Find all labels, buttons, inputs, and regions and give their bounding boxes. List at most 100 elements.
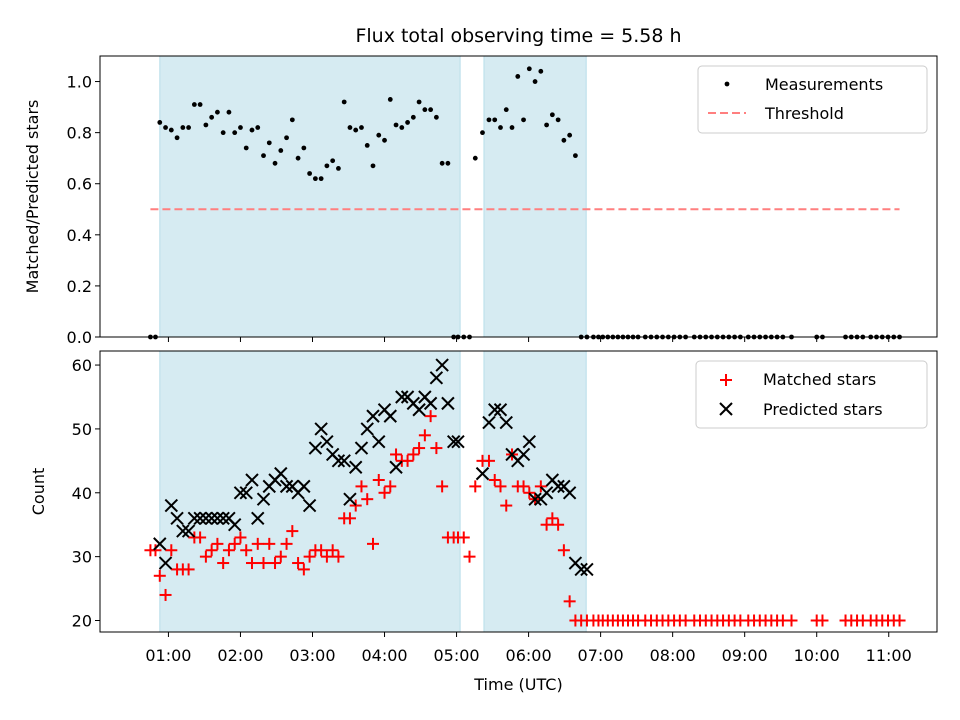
measurement-point (405, 120, 410, 125)
predicted-star-point (193, 511, 207, 526)
top-y-tick-label: 0.4 (67, 226, 92, 245)
bot-y-tick-label: 40 (72, 484, 92, 503)
bottom-panel: 20 30 40 50 60 01:00 02:00 03:00 04:00 05:00 06:0… (29, 350, 938, 694)
measurement-point (370, 163, 376, 169)
measurement-point (498, 125, 503, 130)
x-tick-label: 03:00 (289, 646, 335, 665)
predicted-star-point (308, 441, 323, 455)
top-y-tick-label: 0.6 (67, 175, 92, 194)
matched-star-point (292, 557, 305, 570)
matched-star-point (199, 550, 212, 563)
predicted-star-point (314, 422, 328, 436)
x-tick-label: 02:00 (217, 646, 263, 665)
predicted-star-point (233, 486, 248, 500)
predicted-star-point (539, 486, 554, 500)
measurement-point (492, 117, 498, 123)
matched-star-point (194, 531, 207, 544)
x-tick-label: 05:00 (433, 646, 479, 665)
measurement-point (220, 130, 226, 136)
measurement-point (364, 143, 370, 148)
top-legend: Measurements Threshold (697, 65, 928, 134)
measurement-point (324, 163, 330, 169)
matched-star-point (361, 493, 374, 506)
matched-star-point (269, 557, 282, 570)
matched-star-point (366, 537, 379, 550)
matched-star-point (211, 537, 224, 550)
matched-star-point (297, 563, 310, 576)
measurement-point (410, 114, 416, 120)
predicted-star-point (360, 422, 374, 436)
matched-star-point (401, 454, 414, 467)
top-panel: 0.0 0.2 0.4 0.6 0.8 1.0 Flux total observing … (23, 25, 938, 347)
matched-star-point (182, 563, 195, 576)
top-y-tick-label: 0.2 (67, 277, 92, 296)
measurement-point (549, 112, 555, 118)
measurement-point (312, 176, 318, 182)
predicted-star-point (522, 434, 537, 449)
matched-star-point (355, 480, 368, 493)
legend-predicted-marker (719, 402, 733, 416)
bottom-legend-box (695, 360, 928, 429)
predicted-star-point (383, 409, 397, 423)
top-legend-box (697, 65, 928, 134)
bot-y-tick-label: 20 (72, 612, 92, 631)
measurement-point (555, 117, 561, 123)
matched-star-point (816, 614, 829, 627)
measurement-point (486, 117, 492, 123)
matched-star-point (378, 486, 391, 499)
measurement-point (168, 127, 174, 133)
top-axes-frame (99, 55, 938, 338)
matched-star-point (234, 531, 247, 544)
bottom-predicted-points (153, 358, 594, 577)
predicted-star-point (395, 390, 409, 404)
predicted-star-point (482, 415, 496, 430)
matched-star-point (332, 550, 345, 563)
measurement-point (284, 135, 289, 141)
measurement-point (544, 122, 549, 128)
bottom-axes-frame (99, 350, 938, 633)
predicted-star-point (528, 492, 542, 506)
matched-star-point (407, 448, 420, 461)
predicted-star-point (297, 479, 311, 494)
predicted-star-point (551, 479, 565, 494)
predicted-star-point (349, 460, 363, 474)
bottom-legend: Matched stars Predicted stars (695, 360, 928, 429)
predicted-star-point (251, 511, 265, 526)
predicted-star-point (343, 492, 357, 506)
predicted-star-point (446, 434, 461, 449)
matched-star-point (240, 544, 253, 557)
measurement-point (353, 127, 359, 133)
matched-star-point (315, 544, 328, 557)
measurement-point (515, 74, 521, 79)
matched-star-point (384, 480, 397, 493)
x-tick-label: 10:00 (794, 646, 840, 665)
measurement-point (238, 125, 243, 130)
matched-star-point (205, 544, 218, 557)
matched-star-point (482, 454, 495, 467)
bottom-x-ticks: 01:00 02:00 03:00 04:00 05:00 06:00 07:00 08:00… (145, 632, 912, 665)
measurement-point (393, 122, 399, 128)
measurement-point (336, 166, 341, 171)
predicted-star-point (435, 358, 449, 372)
matched-star-point (372, 474, 385, 487)
predicted-star-point (199, 511, 213, 526)
measurement-point (203, 122, 209, 128)
bot-y-tick-label: 30 (72, 548, 92, 567)
predicted-star-point (423, 396, 438, 411)
matched-star-point (552, 518, 565, 531)
matched-star-point (785, 614, 798, 627)
matched-star-point (222, 544, 235, 557)
measurement-point (180, 125, 186, 130)
matched-star-point (413, 442, 426, 455)
matched-star-point (245, 557, 258, 570)
measurement-point (232, 130, 238, 136)
predicted-star-point (153, 537, 167, 551)
predicted-star-point (210, 511, 225, 526)
predicted-star-point (516, 447, 531, 462)
predicted-star-point (170, 511, 184, 526)
top-x-ticks (167, 337, 890, 342)
measurement-point (215, 109, 220, 115)
predicted-star-point (227, 518, 242, 532)
measurement-point (174, 135, 180, 141)
bottom-matched-points (144, 410, 906, 627)
